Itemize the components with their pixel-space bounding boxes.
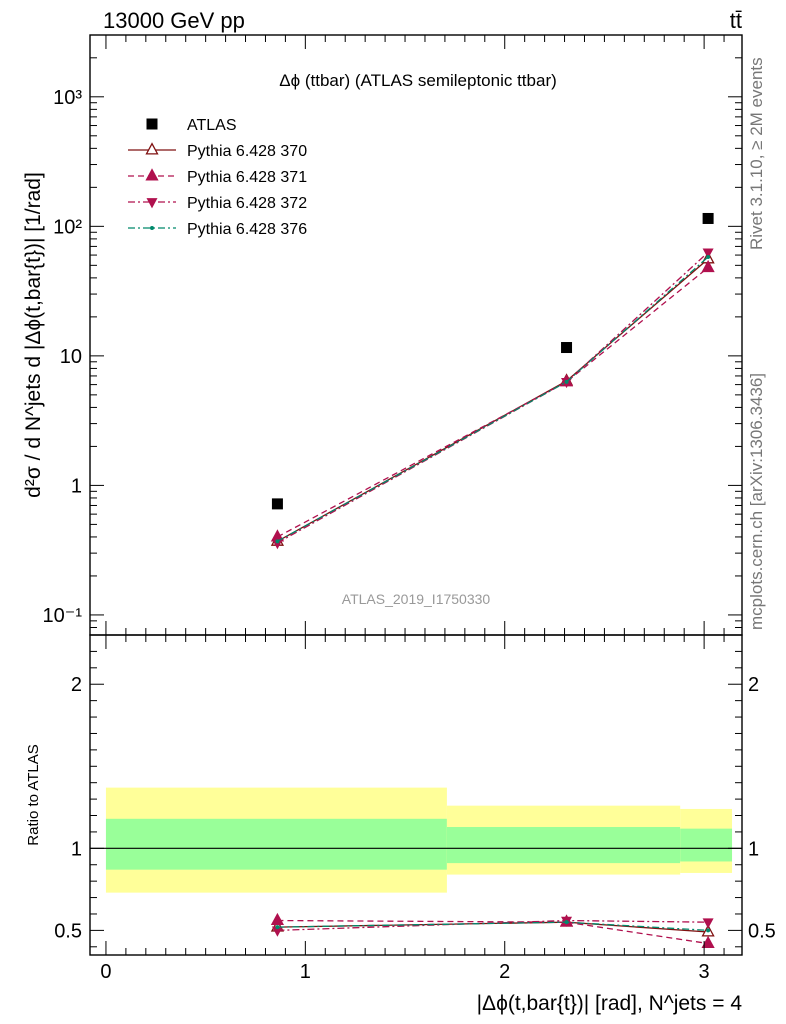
ratio-y-tick-label-right: 2 (748, 674, 759, 696)
legend-marker (146, 118, 158, 130)
ratio-data-point (271, 926, 283, 937)
ratio-plot: 0.5 0.5 1 1 2 2 0 1 2 3 Ratio to ATLAS |Δϕ(t,bar… (25, 634, 776, 1015)
legend-label: Pythia 6.428 371 (187, 169, 307, 186)
x-axis-label: |Δϕ(t,bar{t})| [rad], N^jets = 4 (477, 992, 743, 1015)
x-tick-labels: 0 1 2 3 (100, 961, 709, 983)
data-point (271, 539, 283, 550)
main-plot: Δϕ (ttbar) (ATLAS semileptonic ttbar) AT… (22, 34, 743, 636)
rivet-label: Rivet 3.1.10, ≥ 2M events (747, 57, 766, 250)
series-line (277, 251, 709, 544)
legend-item: Pythia 6.428 372 (128, 195, 307, 212)
main-y-tick-label: 10² (53, 216, 82, 238)
energy-label: 13000 GeV pp (103, 8, 245, 33)
ratio-data-point (706, 928, 711, 933)
series-line (277, 258, 709, 542)
x-tick-label: 3 (699, 961, 710, 983)
data-point (702, 248, 714, 259)
ratio-data-point (564, 920, 569, 925)
ratio-y-tick-label-left: 1 (71, 838, 82, 860)
ratio-stat-band (105, 818, 447, 870)
ratio-series-line (277, 919, 709, 945)
ratio-data-point (701, 935, 715, 949)
ratio-frame (89, 634, 743, 956)
main-series (270, 212, 715, 550)
legend: ATLAS Pythia 6.428 370 Pythia 6.428 371 Pyt… (128, 117, 307, 238)
legend-marker (146, 198, 158, 209)
series-pythia-6-428-376 (275, 254, 711, 544)
main-title: Δϕ (ttbar) (ATLAS semileptonic ttbar) (279, 71, 557, 90)
ratio-y-tick-labels: 0.5 0.5 1 1 2 2 (54, 674, 776, 942)
legend-marker (145, 168, 159, 181)
data-point (706, 254, 711, 259)
series-pythia-6-428-372 (271, 248, 714, 550)
main-y-axis-label: d²σ / d N^jets d |Δϕ(t,bar{t})| [1/rad] (22, 172, 45, 498)
legend-item: Pythia 6.428 371 (128, 168, 307, 186)
ratio-stat-band (446, 827, 681, 864)
ratio-series-line (277, 921, 709, 932)
watermark: ATLAS_2019_I1750330 (342, 591, 491, 607)
data-point (702, 212, 714, 224)
legend-label: Pythia 6.428 372 (187, 195, 307, 212)
ratio-y-axis-label: Ratio to ATLAS (25, 744, 42, 845)
legend-label: Pythia 6.428 376 (187, 221, 307, 238)
ratio-y-tick-label-right: 0.5 (748, 920, 776, 942)
ratio-data-point (275, 925, 280, 930)
data-point (701, 259, 715, 273)
legend-item: ATLAS (146, 117, 237, 134)
legend-label: Pythia 6.428 370 (187, 143, 307, 160)
ratio-data-point (702, 918, 714, 929)
process-label: tt̄ (730, 8, 742, 33)
data-point (564, 379, 569, 384)
ratio-y-tick-label-right: 1 (748, 838, 759, 860)
ratio-y-tick-label-left: 2 (71, 674, 82, 696)
legend-item: Pythia 6.428 370 (128, 142, 307, 160)
data-point (271, 498, 283, 510)
ratio-data-point (270, 912, 285, 926)
legend-label: ATLAS (187, 117, 237, 134)
legend-item: Pythia 6.428 376 (128, 221, 307, 238)
series-atlas (271, 212, 714, 510)
series-pythia-6-428-370 (270, 251, 715, 546)
main-y-tick-label: 1 (71, 475, 82, 497)
series-line (277, 267, 709, 538)
ratio-series-pythia-6-428-376 (275, 920, 711, 933)
main-y-tick-labels: 10⁻¹ 1 10 10² 10³ (43, 87, 83, 627)
series-line (277, 256, 709, 542)
series-pythia-6-428-371 (270, 259, 715, 542)
x-tick-label: 1 (300, 961, 311, 983)
mcplots-label: mcplots.cern.ch [arXiv:1306.3436] (747, 373, 766, 630)
legend-marker (145, 142, 159, 155)
ratio-y-tick-label-left: 0.5 (54, 920, 82, 942)
x-tick-label: 0 (100, 961, 111, 983)
main-y-tick-label: 10⁻¹ (43, 605, 83, 627)
legend-marker (150, 226, 154, 230)
main-ticks (90, 34, 742, 636)
data-point (561, 342, 573, 354)
ratio-series-pythia-6-428-371 (270, 912, 715, 949)
ratio-ticks (90, 635, 742, 955)
data-point (275, 539, 280, 544)
ratio-series (270, 912, 715, 949)
ratio-stat-band (680, 828, 733, 862)
main-y-tick-label: 10 (60, 346, 82, 368)
ratio-bands (105, 787, 733, 893)
main-y-tick-label: 10³ (53, 87, 82, 109)
x-tick-label: 2 (499, 961, 510, 983)
